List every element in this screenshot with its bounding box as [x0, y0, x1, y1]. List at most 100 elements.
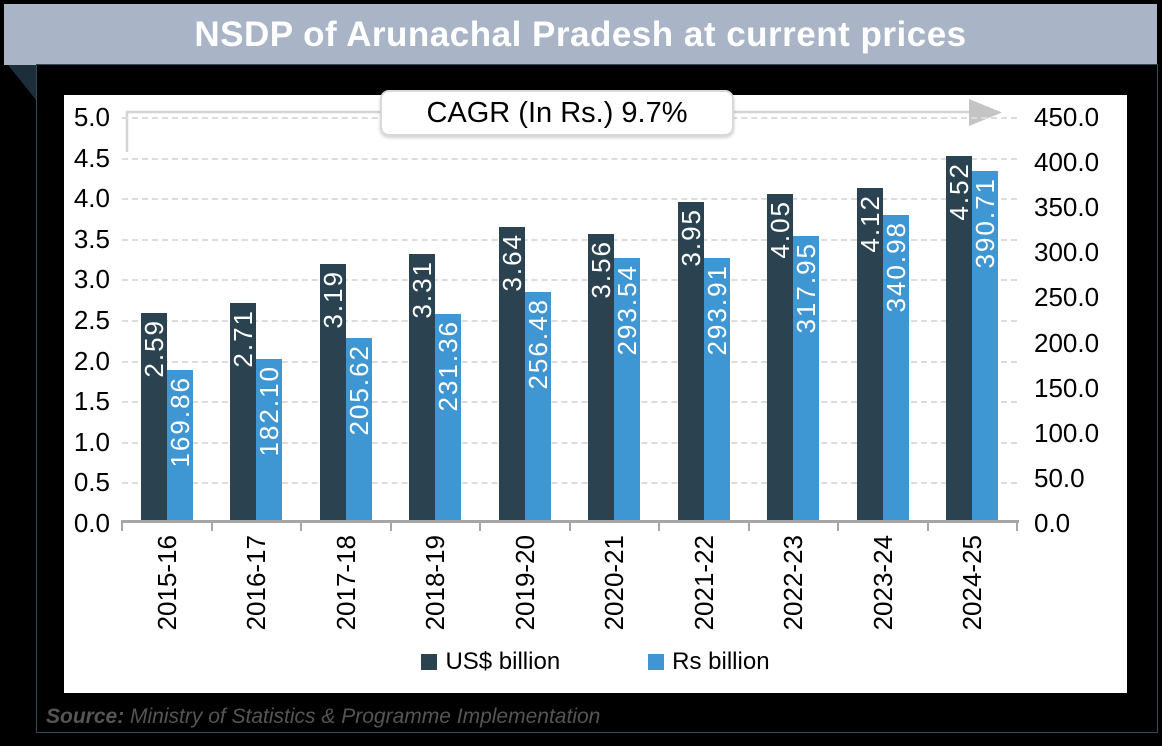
bar-value-label-rs: 169.86	[164, 375, 195, 468]
right-axis-tick-label: 100.0	[1034, 417, 1100, 448]
bar-value-label-rs: 293.91	[701, 263, 732, 356]
bar-value-label-us: 2.59	[138, 318, 169, 378]
bar-us-billion: 4.12	[854, 188, 885, 523]
bar-us-billion: 3.56	[586, 233, 617, 523]
x-axis-tick	[300, 523, 302, 531]
x-axis-category-text: 2015-16	[151, 535, 182, 631]
right-axis-tick-label: 300.0	[1034, 237, 1100, 268]
bar-value-label-us: 4.52	[944, 161, 975, 221]
chart-title-banner: NSDP of Arunachal Pradesh at current pri…	[4, 4, 1157, 65]
gridline	[122, 401, 1017, 404]
left-axis-tick-label: 0.5	[73, 467, 110, 498]
bar-value-label-us: 4.12	[854, 194, 885, 254]
x-axis-tick	[121, 523, 123, 531]
right-axis-tick-label: 150.0	[1034, 372, 1100, 403]
gridline	[122, 320, 1017, 322]
right-axis-tick-label: 200.0	[1034, 327, 1100, 358]
gridline	[122, 360, 1017, 363]
bar-rs-billion: 390.71	[970, 170, 1001, 523]
gridline	[122, 157, 1017, 160]
source-line: Source: Ministry of Statistics & Program…	[46, 705, 600, 729]
bar-us-billion: 4.05	[765, 194, 796, 523]
right-axis-tick-label: 350.0	[1034, 192, 1100, 223]
bar-group: 4.05 317.95	[765, 194, 821, 523]
x-axis-category-text: 2024-25	[957, 535, 988, 631]
bar-group: 2.59 169.86	[138, 312, 195, 523]
bar-value-label-us: 3.31	[407, 260, 438, 319]
left-axis-tick-label: 4.0	[73, 183, 110, 214]
x-axis-tick	[568, 523, 571, 531]
bar-us-billion: 3.64	[496, 227, 527, 523]
bar-group: 3.95 293.91	[676, 202, 732, 523]
x-axis-category-label: 2023-24	[863, 535, 903, 647]
gridline	[122, 482, 1017, 485]
right-axis-tick-label: 450.0	[1034, 102, 1100, 132]
bar-us-billion: 3.95	[676, 202, 706, 523]
left-axis-tick-label: 3.0	[73, 264, 110, 295]
bar-value-label-rs: 231.36	[433, 320, 464, 412]
x-axis-tick	[210, 523, 213, 531]
bar-rs-billion: 182.10	[254, 358, 285, 523]
bar-rs-billion: 205.62	[344, 337, 374, 523]
gridline	[122, 198, 1017, 201]
right-axis-tick-label: 0.0	[1034, 508, 1071, 538]
x-axis-tick	[658, 523, 660, 531]
left-axis-tick-label: 4.5	[73, 142, 110, 173]
chart-legend: US$ billion Rs billion	[64, 648, 1127, 676]
bar-value-label-rs: 293.54	[612, 264, 643, 356]
x-axis-tick	[747, 523, 750, 531]
bar-value-label-us: 4.05	[765, 200, 796, 259]
bar-value-label-rs: 390.71	[970, 176, 1001, 269]
x-axis-tick	[926, 523, 929, 531]
bar-value-label-us: 3.64	[496, 233, 527, 293]
x-axis-category-text: 2022-23	[778, 535, 809, 631]
plot-area: 2.59 169.86 2.71 182.10 3.19 205.62 3.31 231.36…	[122, 117, 1017, 523]
page-title: NSDP of Arunachal Pradesh at current pri…	[194, 14, 967, 54]
cagr-annotation-box: CAGR (In Rs.) 9.7%	[380, 90, 734, 136]
left-axis-tick-label: 2.5	[73, 305, 110, 335]
bar-us-billion: 2.59	[138, 312, 169, 523]
bar-rs-billion: 231.36	[433, 314, 464, 523]
legend-label-rs-billion: Rs billion	[672, 648, 770, 675]
x-axis-category-label: 2017-18	[326, 535, 366, 647]
bar-value-label-rs: 256.48	[522, 297, 553, 390]
us-billion-swatch-icon	[421, 654, 438, 670]
bar-group: 3.56 293.54	[586, 233, 643, 523]
left-axis-tick-label: 1.0	[73, 426, 110, 457]
x-axis-tick	[1016, 523, 1018, 531]
bar-value-label-rs: 182.10	[254, 364, 285, 457]
right-axis-tick-label: 400.0	[1034, 147, 1100, 178]
x-axis-tick	[479, 523, 481, 531]
x-axis-category-label: 2024-25	[952, 535, 992, 647]
folded-corner-decoration	[8, 65, 36, 100]
bar-value-label-us: 3.19	[317, 269, 348, 329]
left-axis-tick-label: 0.0	[73, 508, 110, 538]
x-axis-category-text: 2019-20	[509, 535, 540, 631]
bar-rs-billion: 293.54	[612, 258, 643, 523]
left-axis-tick-label: 1.5	[73, 386, 110, 417]
bar-rs-billion: 317.95	[791, 236, 821, 523]
x-axis-category-text: 2018-19	[420, 535, 451, 631]
x-axis-category-text: 2021-22	[688, 535, 719, 631]
bar-group: 3.31 231.36	[407, 254, 464, 523]
legend-item-us-billion: US$ billion	[421, 648, 560, 676]
legend-item-rs-billion: Rs billion	[648, 648, 770, 676]
bar-rs-billion: 293.91	[701, 257, 732, 523]
gridline	[122, 441, 1017, 444]
bar-value-label-us: 3.56	[586, 239, 617, 299]
x-axis-category-text: 2016-17	[241, 535, 272, 631]
x-axis-tick	[389, 523, 392, 531]
gridline	[122, 238, 1017, 241]
x-axis-category-label: 2021-22	[684, 535, 724, 647]
bar-group: 3.19 205.62	[317, 263, 374, 523]
bar-rs-billion: 169.86	[164, 369, 195, 523]
x-axis-category-label: 2022-23	[773, 535, 813, 647]
x-axis-category-text: 2023-24	[867, 535, 898, 631]
x-axis-category-label: 2016-17	[236, 535, 276, 647]
x-axis-category-label: 2020-21	[594, 535, 634, 647]
bar-group: 4.52 390.71	[944, 155, 1001, 523]
gridline	[122, 279, 1017, 282]
source-text: Ministry of Statistics & Programme Imple…	[124, 705, 601, 728]
x-axis-category-text: 2017-18	[330, 535, 361, 631]
